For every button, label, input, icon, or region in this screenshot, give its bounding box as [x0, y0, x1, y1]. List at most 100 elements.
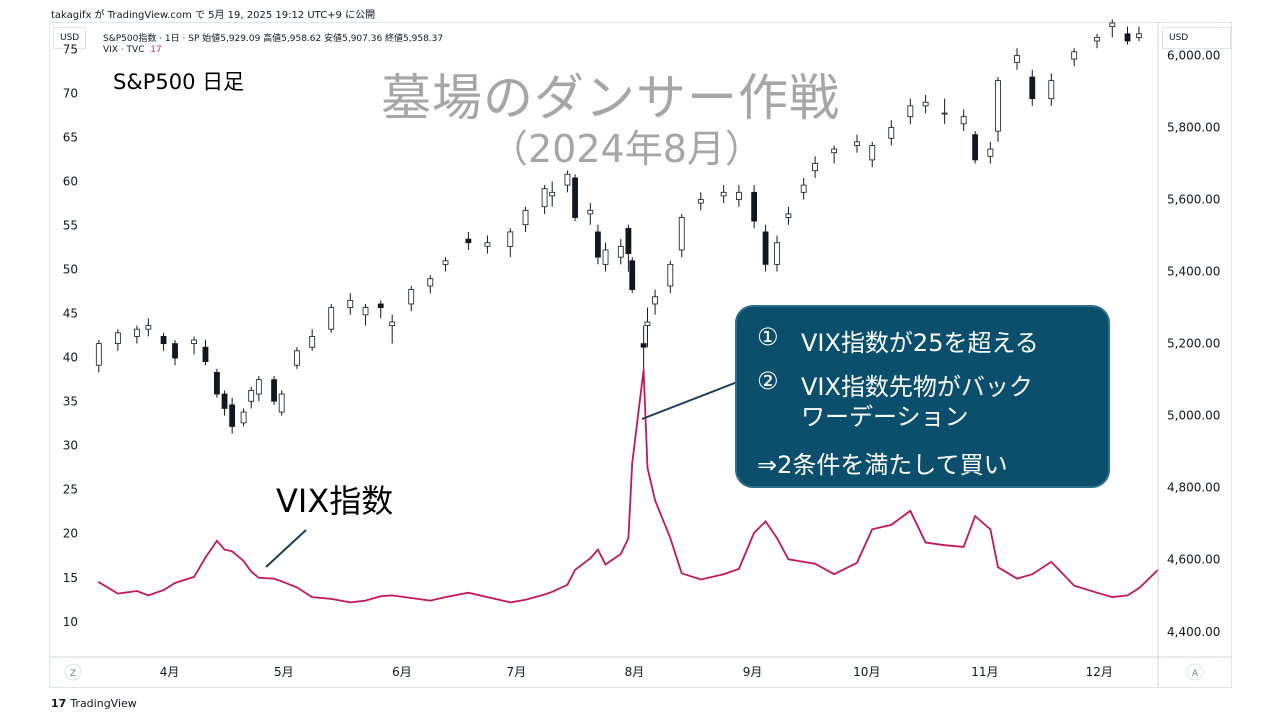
candle-body	[678, 217, 685, 251]
left-unit-label[interactable]: USD	[53, 27, 87, 49]
vix-point	[909, 510, 912, 512]
vix-point	[98, 581, 100, 583]
vix-point	[429, 599, 432, 602]
vix-point	[486, 596, 489, 598]
vix-point	[962, 546, 965, 548]
chart-subtitle: S&P500 日足	[113, 70, 245, 94]
candle-body	[572, 177, 578, 218]
vix-point	[543, 593, 546, 596]
callout-pointer	[641, 380, 741, 420]
vix-point	[223, 548, 226, 551]
candle-body	[522, 209, 529, 226]
vix-legend-value: 17	[150, 45, 162, 55]
vix-point	[604, 563, 607, 566]
candle-body	[785, 213, 792, 218]
candle-body	[972, 134, 979, 161]
candlestick-series	[95, 19, 1142, 434]
vix-point	[856, 561, 858, 564]
vix-point	[1111, 596, 1114, 598]
candle-body	[95, 343, 102, 366]
candle-body	[1071, 51, 1078, 60]
vix-point	[280, 580, 283, 583]
corner-right-text[interactable]: A	[1192, 669, 1199, 679]
strategy-date: （2024年8月）	[490, 127, 763, 171]
candle-body	[255, 379, 262, 395]
candle-body	[278, 393, 285, 413]
candle-body	[720, 191, 727, 197]
left-tick-label: 40	[63, 351, 78, 365]
right-tick-label: 4,600.00	[1167, 553, 1220, 567]
left-tick-label: 45	[63, 307, 78, 321]
right-unit-label[interactable]: USD	[1162, 27, 1231, 49]
vix-point	[1073, 584, 1075, 587]
candle-body	[888, 127, 895, 139]
vix-point	[871, 528, 874, 531]
candle-body	[214, 372, 220, 395]
left-tick-label: 50	[63, 263, 78, 277]
vix-point	[680, 572, 683, 575]
vix-point	[776, 537, 778, 539]
vix-point	[646, 466, 649, 469]
candle-body	[987, 148, 994, 157]
left-tick-label: 65	[63, 130, 78, 144]
vix-legend[interactable]: VIX · TVC 17	[103, 45, 162, 55]
corner-right-button[interactable]	[1186, 663, 1204, 681]
vix-point	[802, 561, 805, 563]
candle-body	[145, 325, 152, 330]
vix-point	[551, 591, 554, 593]
vix-point	[699, 578, 702, 581]
candle-body	[812, 163, 818, 172]
candle-body	[1014, 55, 1020, 64]
vix-point	[410, 597, 413, 599]
attribution-text: takagifx が TradingView.com で 5月 19, 2025…	[51, 10, 376, 21]
vix-point	[1050, 561, 1053, 563]
vix-point	[258, 576, 260, 579]
candle-body	[347, 299, 354, 308]
candle-body	[442, 260, 449, 265]
left-tick-label: 15	[63, 571, 78, 585]
right-axis-ticks: 4,400.00 4,600.00 4,800.00 5,000.00 5,200.00…	[1167, 48, 1220, 638]
tradingview-logo-text: TradingView	[70, 697, 137, 710]
vix-point	[1138, 587, 1140, 590]
candle-body	[191, 339, 197, 345]
left-tick-label: 55	[63, 219, 78, 233]
candle-body	[617, 245, 624, 258]
candle-body	[202, 346, 209, 363]
corner-left-text[interactable]: Z	[70, 669, 76, 679]
candle-body	[960, 116, 967, 125]
vix-point	[250, 570, 253, 573]
left-tick-label: 75	[63, 42, 78, 56]
candle-body	[408, 289, 415, 305]
vix-point	[627, 537, 630, 539]
x-tick-label: 7月	[506, 665, 526, 679]
symbol-legend[interactable]: S&P500指数 · 1日 · SP 始値5,929.09 高値5,958.62…	[103, 34, 444, 44]
candle-body	[652, 296, 658, 305]
corner-left-button[interactable]	[64, 663, 82, 681]
candle-body	[941, 112, 948, 115]
candle-body	[377, 303, 384, 308]
candle-body	[309, 335, 316, 348]
candle-body	[294, 350, 300, 366]
tradingview-footer[interactable]: 17 TradingView	[51, 697, 137, 710]
candle-body	[1029, 76, 1036, 100]
candle-body	[774, 242, 780, 265]
right-tick-label: 5,400.00	[1167, 265, 1220, 279]
left-tick-label: 25	[63, 483, 78, 497]
left-tick-label: 10	[63, 615, 78, 629]
candle-body	[869, 145, 876, 161]
vix-annotation: VIX指数	[276, 482, 394, 520]
vix-point	[989, 528, 992, 531]
candle-body	[362, 307, 369, 316]
vix-point	[787, 558, 790, 561]
candle-body	[248, 390, 255, 402]
candle-body	[800, 184, 807, 193]
vix-point	[574, 569, 576, 571]
vix-legend-label: VIX · TVC	[103, 45, 145, 55]
vix-point	[943, 544, 946, 546]
vix-point	[216, 539, 218, 542]
candle-body	[240, 411, 247, 424]
candle-body	[831, 148, 838, 154]
vix-point	[833, 573, 835, 576]
candle-body	[484, 242, 491, 247]
